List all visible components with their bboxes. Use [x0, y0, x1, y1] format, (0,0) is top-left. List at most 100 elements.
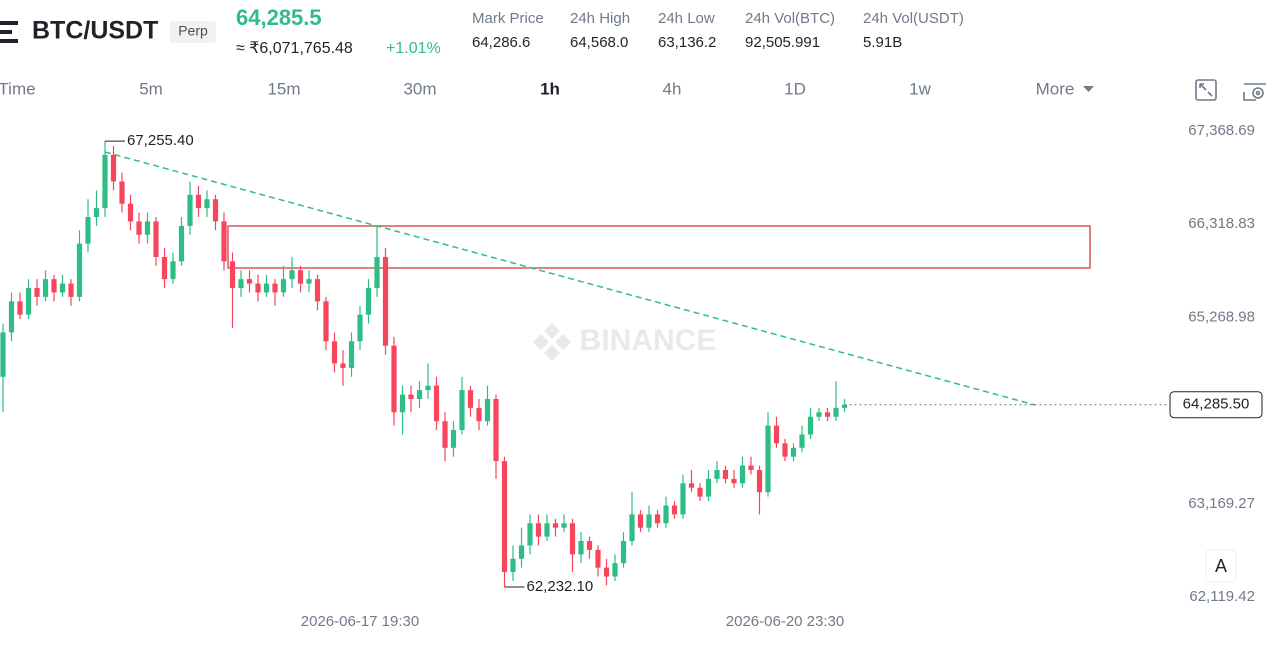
candle-body [221, 221, 227, 262]
candle-body [246, 279, 253, 284]
candle-body [178, 225, 185, 262]
trend-line[interactable] [104, 151, 1036, 406]
candle-body [603, 567, 610, 577]
zone-box[interactable] [227, 225, 1091, 269]
auto-button[interactable]: A [1215, 556, 1227, 576]
auto-button-bg[interactable] [1205, 549, 1237, 583]
stat-value: 5.91B [863, 34, 902, 51]
candle-body [569, 523, 576, 555]
candle-body [518, 545, 525, 559]
stat-label: 24h Low [658, 10, 715, 27]
interval-tab[interactable]: 4h [663, 79, 682, 98]
candle-body [102, 154, 108, 209]
badge-bg [170, 21, 216, 43]
candle-body [714, 470, 720, 479]
y-tick-label: 67,368.69 [1188, 122, 1255, 139]
candle-body [34, 288, 40, 297]
candle-body [688, 483, 695, 488]
candle-body [739, 465, 746, 484]
candle-body [153, 221, 159, 257]
candle-body [527, 523, 533, 546]
badge: Perp [178, 23, 208, 39]
candle-body [0, 332, 6, 377]
last-price: 64,285.5 [236, 5, 322, 30]
candle-body [450, 430, 457, 448]
y-tick-label: 63,169.27 [1188, 495, 1255, 512]
candle-body [331, 341, 338, 364]
settings-icon[interactable] [1243, 83, 1266, 101]
interval-tab[interactable]: 1w [909, 79, 931, 98]
candle-body [756, 470, 763, 493]
interval-tab[interactable]: 30m [403, 79, 436, 98]
stat-label: 24h High [570, 10, 630, 27]
x-tick-label: 2026-06-20 23:30 [726, 613, 844, 630]
y-tick-label: 62,119.42 [1189, 588, 1255, 605]
candle-body [365, 288, 372, 315]
fullscreen-icon[interactable] [1195, 79, 1217, 101]
candle-body [578, 541, 584, 555]
candle-body [195, 194, 202, 209]
stat-label: 24h Vol(USDT) [863, 10, 964, 27]
interval-tab[interactable]: 5m [139, 79, 163, 98]
candle-body [170, 261, 176, 280]
candle-body [697, 487, 703, 497]
candle-body [799, 434, 805, 448]
interval-tab[interactable]: 15m [267, 79, 300, 98]
candle-body [705, 478, 712, 497]
candle-body [204, 199, 210, 209]
candle-body [255, 283, 261, 293]
interval-tab[interactable]: More [1036, 79, 1075, 98]
candle-body [51, 279, 57, 293]
candle-body [42, 279, 49, 297]
interval-tab[interactable]: Time [0, 79, 36, 98]
candle-body [748, 465, 754, 471]
candle-body [76, 243, 83, 297]
candle-body [399, 394, 406, 413]
candle-body [119, 181, 125, 204]
stat-value: 64,286.6 [472, 34, 530, 51]
candle-body [416, 390, 423, 399]
candle-body [127, 203, 134, 222]
candle-body [425, 385, 431, 391]
candle-body [382, 256, 389, 346]
candle-body [314, 279, 321, 302]
candle-body [807, 416, 814, 435]
interval-tab[interactable]: 1D [784, 79, 806, 98]
candle-body [510, 558, 516, 573]
candle-body [467, 390, 474, 408]
candle-body [493, 398, 499, 462]
candle-body [25, 288, 32, 315]
candle-body [68, 283, 74, 297]
candle-body [136, 221, 142, 235]
symbol[interactable]: BTC/USDT [32, 17, 158, 45]
candle-body [323, 301, 329, 342]
interval-tab[interactable]: 1h [540, 79, 560, 98]
candle-body [348, 341, 355, 368]
candle-body [280, 279, 287, 293]
candle-body [654, 514, 661, 524]
candle-body [263, 283, 270, 293]
candle-body [722, 470, 729, 479]
candle-body [586, 541, 593, 550]
candle-body [59, 283, 66, 293]
logo-icon [0, 21, 18, 43]
candle-body [595, 549, 601, 568]
candle-body [637, 514, 644, 528]
candle-body [433, 385, 440, 422]
x-tick-label: 2026-06-17 19:30 [301, 613, 419, 630]
more-caret[interactable] [1083, 86, 1094, 92]
candle-body [544, 523, 550, 537]
y-tick-label: 66,318.83 [1188, 215, 1255, 232]
candle-body [391, 345, 397, 413]
candle-body [629, 514, 635, 542]
stat-label: Mark Price [472, 10, 544, 27]
candle-body [671, 505, 678, 515]
candle-body [442, 421, 448, 448]
candle-body [552, 523, 559, 528]
watermark: BINANCE [580, 324, 717, 357]
candle-body [357, 314, 363, 342]
candle-body [841, 404, 848, 408]
change: +1.01% [386, 40, 441, 57]
max_marker-label: 67,255.40 [127, 132, 194, 149]
